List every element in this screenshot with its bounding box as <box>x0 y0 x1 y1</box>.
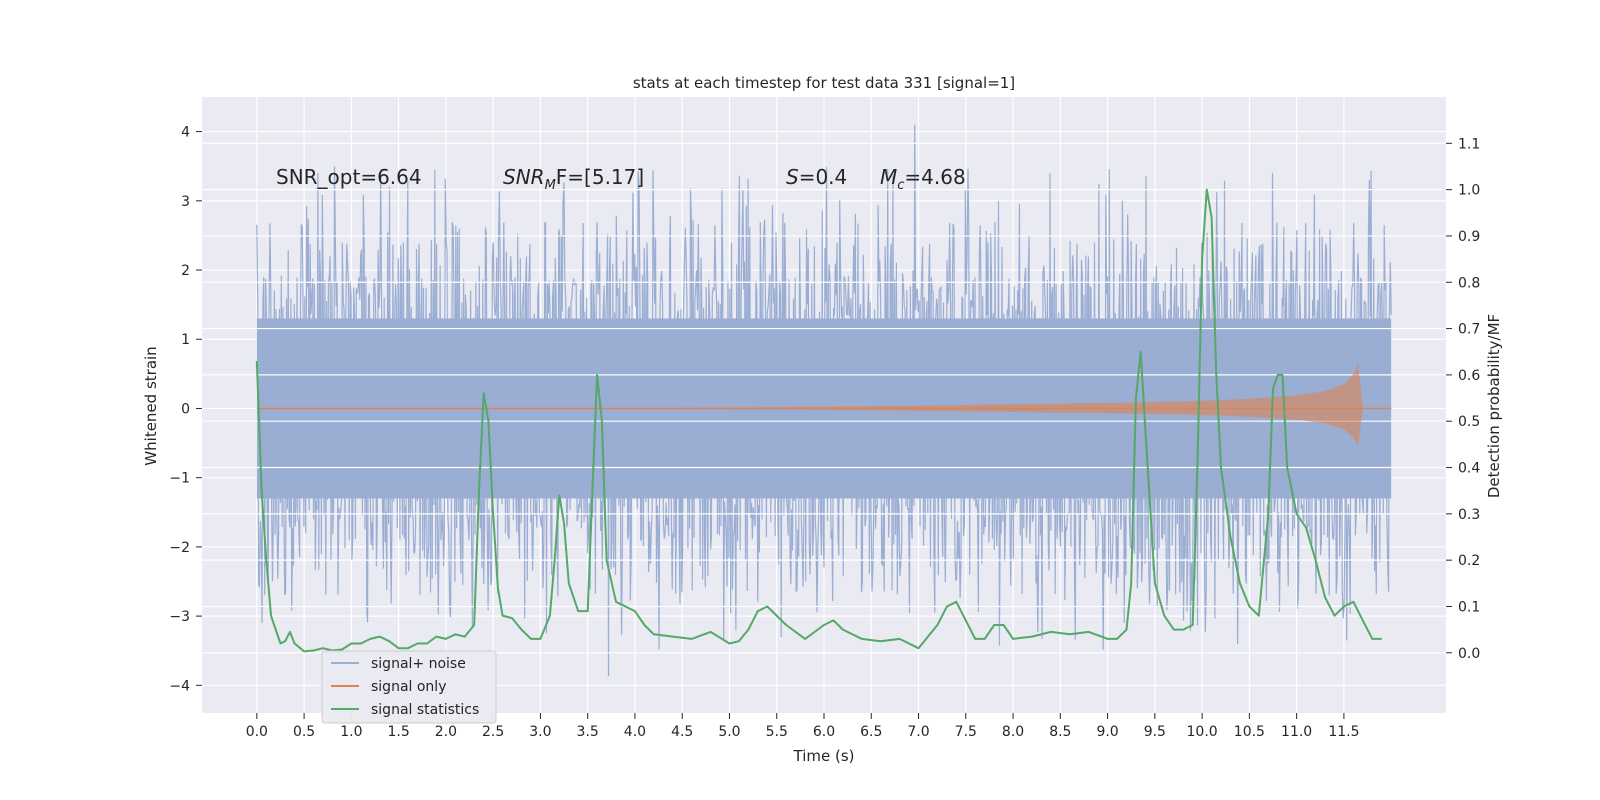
signal-only-series <box>256 363 1392 447</box>
y-tick-label: −2 <box>169 540 190 556</box>
x-tick-label: 6.0 <box>813 724 835 740</box>
annotation-s: S=0.4 <box>786 165 847 189</box>
x-tick-label: 11.0 <box>1281 724 1312 740</box>
y2-axis-ticks: 1.1 1.0 0.9 0.8 0.7 0.6 0.5 0.4 0.3 0.2 0.1 0.0 <box>1446 136 1480 662</box>
legend-label-signal-only: signal only <box>371 679 446 695</box>
y2-tick-label: 0.8 <box>1458 275 1480 291</box>
x-tick-label: 1.0 <box>340 724 362 740</box>
x-tick-label: 1.5 <box>387 724 409 740</box>
y2-axis-label: Detection probability/MF <box>1485 314 1503 498</box>
x-axis-ticks: 0.0 0.5 1.0 1.5 2.0 2.5 3.0 3.5 4.0 4.5 5.0 5.5 6.0 6… <box>246 713 1359 740</box>
x-tick-label: 3.5 <box>577 724 599 740</box>
y2-tick-label: 0.9 <box>1458 229 1480 245</box>
x-tick-label: 10.0 <box>1187 724 1218 740</box>
y-tick-label: 3 <box>181 194 190 210</box>
y2-tick-label: 0.2 <box>1458 553 1480 569</box>
chart-title: stats at each timestep for test data 331… <box>633 74 1015 92</box>
annotation-s-var: S <box>786 165 799 189</box>
legend-label-signal-noise: signal+ noise <box>371 656 466 672</box>
x-tick-label: 0.5 <box>293 724 315 740</box>
x-tick-label: 4.0 <box>624 724 646 740</box>
annotation-snr-mf: SNRMF=[5.17] <box>503 165 644 193</box>
y-tick-label: 2 <box>181 263 190 279</box>
x-axis-label: Time (s) <box>793 747 855 765</box>
y-tick-label: −1 <box>169 471 190 487</box>
signal-statistics-series <box>255 188 1382 653</box>
annotation-snr-mf-rest: F=[5.17] <box>556 165 644 189</box>
signal-only-envelope <box>256 363 1363 447</box>
y-tick-label: −3 <box>169 609 190 625</box>
legend: signal+ noise signal only signal statist… <box>321 650 497 724</box>
x-tick-label: 5.0 <box>718 724 740 740</box>
annotation-mc: Mc=4.68 <box>880 165 966 193</box>
legend-box <box>321 650 497 724</box>
y2-tick-label: 1.1 <box>1458 136 1480 152</box>
y-tick-label: 0 <box>181 401 190 417</box>
x-tick-label: 0.0 <box>246 724 268 740</box>
y2-tick-label: 0.5 <box>1458 414 1480 430</box>
annotation-s-val: =0.4 <box>799 165 848 189</box>
x-tick-label: 2.5 <box>482 724 504 740</box>
x-tick-label: 9.5 <box>1144 724 1166 740</box>
y-tick-label: 4 <box>181 125 190 141</box>
x-tick-label: 6.5 <box>860 724 882 740</box>
x-tick-label: 2.0 <box>435 724 457 740</box>
annotation-mc-val: =4.68 <box>904 165 965 189</box>
x-tick-label: 10.5 <box>1234 724 1265 740</box>
x-tick-label: 3.0 <box>529 724 551 740</box>
grid-overlay <box>202 142 1446 654</box>
y-axis-ticks: 4 3 2 1 0 −1 −2 −3 −4 <box>169 125 202 694</box>
x-tick-label: 7.0 <box>907 724 929 740</box>
y-tick-label: −4 <box>169 678 190 694</box>
legend-label-signal-statistics: signal statistics <box>371 702 479 718</box>
y-axis-label: Whitened strain <box>142 346 160 465</box>
y2-tick-label: 0.4 <box>1458 461 1480 477</box>
annotation-mc-var: M <box>880 165 897 189</box>
annotation-snr-mf-sub: M <box>545 178 556 193</box>
y2-tick-label: 0.6 <box>1458 368 1480 384</box>
x-tick-label: 9.0 <box>1096 724 1118 740</box>
x-tick-label: 7.5 <box>955 724 977 740</box>
x-tick-label: 5.5 <box>766 724 788 740</box>
y2-tick-label: 0.0 <box>1458 646 1480 662</box>
x-tick-label: 4.5 <box>671 724 693 740</box>
y-tick-label: 1 <box>181 332 190 348</box>
annotation-snr-mf-main: SNR <box>503 165 545 189</box>
signal-statistics-line <box>255 188 1382 653</box>
annotation-snr-opt: SNR_opt=6.64 <box>276 165 422 189</box>
x-tick-label: 11.5 <box>1328 724 1359 740</box>
y2-tick-label: 0.1 <box>1458 599 1480 615</box>
y2-tick-label: 0.3 <box>1458 507 1480 523</box>
y2-tick-label: 0.7 <box>1458 322 1480 338</box>
annotation-mc-sub: c <box>897 178 904 193</box>
x-tick-label: 8.0 <box>1002 724 1024 740</box>
y2-tick-label: 1.0 <box>1458 183 1480 199</box>
annotations: SNR_opt=6.64 SNRMF=[5.17] S=0.4 Mc=4.68 <box>276 165 966 193</box>
x-tick-label: 8.5 <box>1049 724 1071 740</box>
